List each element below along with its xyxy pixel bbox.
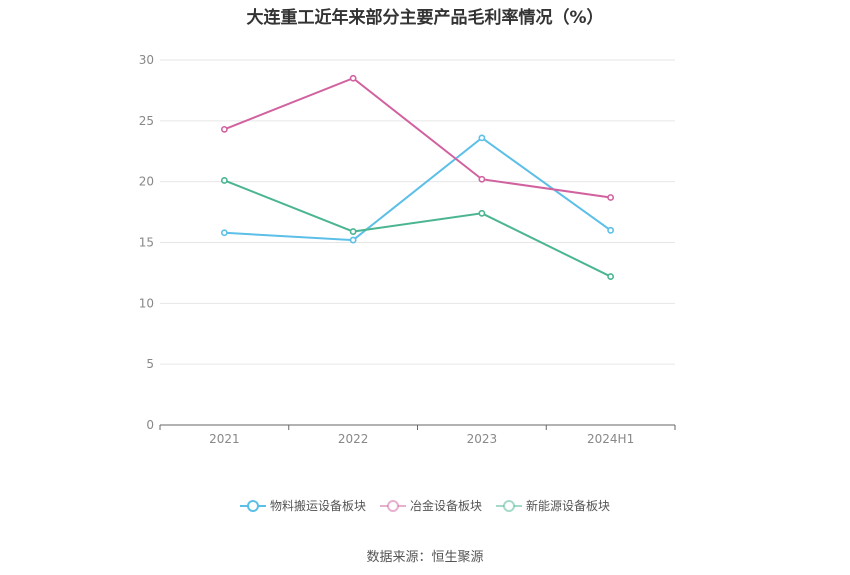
legend-marker-icon [496, 499, 522, 512]
data-point[interactable] [349, 236, 357, 244]
x-tick-label: 2023 [467, 432, 498, 446]
y-tick-label: 0 [146, 418, 154, 432]
data-point[interactable] [220, 177, 228, 184]
legend-item[interactable]: 物料搬运设备板块 [239, 497, 366, 514]
x-tick-label: 2024H1 [587, 432, 634, 446]
series-line [224, 179, 612, 278]
legend-marker-icon [379, 499, 406, 512]
data-point[interactable] [220, 229, 228, 237]
x-tick-label: 2021 [209, 432, 240, 446]
data-point[interactable] [349, 228, 357, 235]
legend-marker-icon [239, 499, 266, 512]
grid-lines [160, 59, 675, 365]
series-lines [220, 74, 615, 280]
data-point[interactable] [220, 125, 228, 133]
legend-item[interactable]: 冶金设备板块 [379, 497, 482, 514]
y-tick-label: 25 [139, 114, 154, 128]
data-point[interactable] [607, 273, 615, 280]
x-tick-label: 2022 [338, 432, 369, 446]
y-tick-label: 20 [139, 175, 154, 189]
data-point[interactable] [478, 209, 486, 217]
y-tick-label: 15 [139, 236, 154, 250]
chart-title: 大连重工近年来部分主要产品毛利率情况（%） [246, 8, 604, 28]
data-point[interactable] [478, 175, 486, 183]
axes: 0 5 10 15 20 25 30 2021 2022 2023 2024H1 [139, 53, 676, 446]
source-note: 数据来源：恒生聚源 [366, 550, 484, 565]
data-point[interactable] [478, 134, 486, 142]
series-line [224, 136, 612, 242]
legend-label: 冶金设备板块 [409, 499, 482, 513]
series-line [224, 77, 611, 199]
legend: 物料搬运设备板块 冶金设备板块 新能源设备板块 [0, 497, 850, 514]
legend-label: 物料搬运设备板块 [269, 499, 366, 513]
data-point[interactable] [349, 74, 357, 82]
y-tick-label: 30 [139, 53, 154, 67]
data-point[interactable] [607, 194, 615, 201]
y-tick-label: 5 [146, 357, 154, 371]
y-tick-label: 10 [139, 296, 154, 310]
legend-label: 新能源设备板块 [526, 499, 611, 513]
legend-item[interactable]: 新能源设备板块 [496, 497, 610, 514]
data-point[interactable] [607, 226, 615, 234]
